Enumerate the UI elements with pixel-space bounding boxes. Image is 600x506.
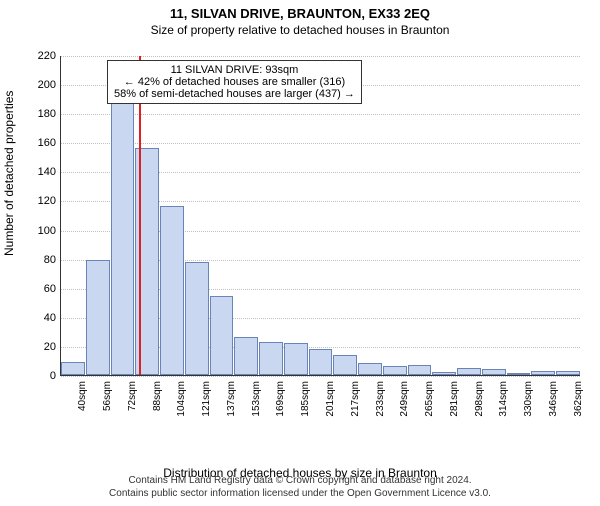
- x-tick: 121sqm: [201, 381, 212, 417]
- x-tick: 362sqm: [573, 381, 584, 417]
- y-tick: 100: [26, 225, 56, 237]
- histogram-bar: [432, 372, 456, 375]
- annotation-box: 11 SILVAN DRIVE: 93sqm ← 42% of detached…: [107, 60, 362, 104]
- gridline: [61, 376, 580, 377]
- x-tick: 56sqm: [102, 381, 113, 411]
- histogram-bar: [86, 260, 110, 375]
- histogram-bar: [531, 371, 555, 375]
- annotation-line2: ← 42% of detached houses are smaller (31…: [114, 76, 355, 88]
- x-tick: 88sqm: [152, 381, 163, 411]
- x-tick: 249sqm: [399, 381, 410, 417]
- x-tick: 137sqm: [226, 381, 237, 417]
- y-tick: 80: [26, 254, 56, 266]
- annotation-line1: 11 SILVAN DRIVE: 93sqm: [114, 64, 355, 76]
- histogram-bar: [284, 343, 308, 375]
- histogram-bar: [111, 103, 135, 375]
- y-tick: 160: [26, 137, 56, 149]
- y-tick: 40: [26, 312, 56, 324]
- y-tick: 180: [26, 108, 56, 120]
- histogram-bar: [210, 296, 234, 375]
- x-tick: 185sqm: [300, 381, 311, 417]
- y-tick: 120: [26, 195, 56, 207]
- chart-subtitle: Size of property relative to detached ho…: [0, 23, 600, 37]
- histogram-bar: [457, 368, 481, 375]
- histogram-bar: [61, 362, 85, 375]
- y-tick: 0: [26, 370, 56, 382]
- y-tick: 60: [26, 283, 56, 295]
- histogram-bar: [383, 366, 407, 375]
- x-tick: 281sqm: [449, 381, 460, 417]
- x-tick: 233sqm: [375, 381, 386, 417]
- x-tick: 346sqm: [548, 381, 559, 417]
- y-tick: 220: [26, 50, 56, 62]
- histogram-bar: [185, 262, 209, 375]
- y-tick: 20: [26, 341, 56, 353]
- histogram-bar: [333, 355, 357, 375]
- annotation-line3: 58% of semi-detached houses are larger (…: [114, 88, 355, 100]
- y-axis-label: Number of detached properties: [2, 91, 16, 256]
- histogram-bar: [507, 373, 531, 375]
- y-tick: 140: [26, 166, 56, 178]
- histogram-bar: [482, 369, 506, 375]
- x-tick: 314sqm: [498, 381, 509, 417]
- histogram-bar: [160, 206, 184, 375]
- histogram-bar: [408, 365, 432, 375]
- histogram-bar: [309, 349, 333, 375]
- x-tick: 265sqm: [424, 381, 435, 417]
- x-tick: 201sqm: [325, 381, 336, 417]
- x-tick: 40sqm: [77, 381, 88, 411]
- histogram-bar: [556, 371, 580, 375]
- chart-title: 11, SILVAN DRIVE, BRAUNTON, EX33 2EQ: [0, 6, 600, 21]
- x-tick: 104sqm: [176, 381, 187, 417]
- histogram-bar: [358, 363, 382, 375]
- histogram-bar: [259, 342, 283, 375]
- x-tick: 72sqm: [127, 381, 138, 411]
- chart-container: Number of detached properties 0204060801…: [0, 46, 600, 446]
- x-tick: 217sqm: [350, 381, 361, 417]
- x-tick: 169sqm: [275, 381, 286, 417]
- x-tick: 330sqm: [523, 381, 534, 417]
- footnote-line1: Contains HM Land Registry data © Crown c…: [0, 474, 600, 487]
- y-tick: 200: [26, 79, 56, 91]
- plot-area: 02040608010012014016018020022040sqm56sqm…: [60, 56, 580, 376]
- histogram-bar: [234, 337, 258, 375]
- footnote-line2: Contains public sector information licen…: [0, 487, 600, 500]
- x-tick: 153sqm: [251, 381, 262, 417]
- footnote: Contains HM Land Registry data © Crown c…: [0, 474, 600, 500]
- x-tick: 298sqm: [474, 381, 485, 417]
